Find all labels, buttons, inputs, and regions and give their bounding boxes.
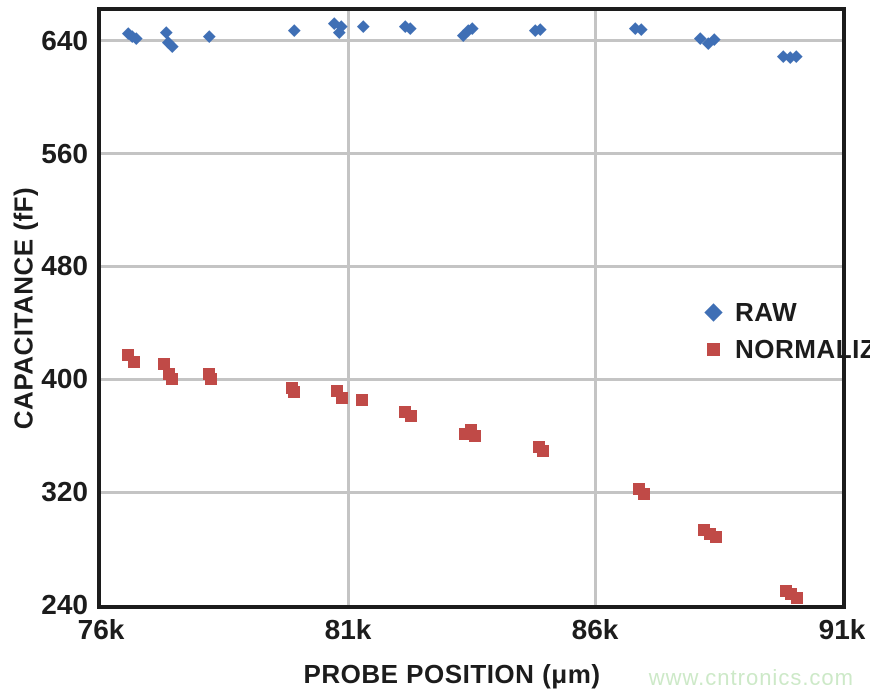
data-point-normalized xyxy=(790,591,803,604)
y-tick-label: 640 xyxy=(41,24,88,56)
data-point-normalized xyxy=(355,394,368,407)
gridline-horizontal xyxy=(101,264,842,268)
raw-diamond-icon xyxy=(704,302,723,322)
legend-label-raw: RAW xyxy=(735,296,798,327)
y-tick-label: 480 xyxy=(41,250,88,282)
data-point-raw xyxy=(288,24,301,37)
gridline-vertical xyxy=(346,11,350,605)
normalized-square-icon xyxy=(707,342,720,356)
y-tick-label: 400 xyxy=(41,363,88,395)
x-axis-title: PROBE POSITION (μm) xyxy=(303,659,601,689)
gridline-horizontal xyxy=(101,377,842,381)
data-point-normalized xyxy=(710,531,723,544)
plot-area: RAW NORMALIZED xyxy=(97,7,870,609)
data-point-normalized xyxy=(468,429,481,442)
x-tick-label: 76k xyxy=(77,614,125,645)
gridline-horizontal xyxy=(101,39,842,43)
gridline-horizontal xyxy=(101,490,842,494)
x-tick-label: 86k xyxy=(571,614,619,645)
data-point-normalized xyxy=(205,373,218,386)
gridline-vertical xyxy=(593,11,597,605)
data-point-normalized xyxy=(165,373,178,386)
watermark: www.cntronics.com xyxy=(648,665,854,690)
data-point-normalized xyxy=(637,487,650,500)
legend-label-normalized: NORMALIZED xyxy=(735,333,870,364)
legend-entry-raw: RAW xyxy=(704,296,870,327)
data-point-normalized xyxy=(405,409,418,422)
y-tick-label: 320 xyxy=(41,476,88,508)
data-point-normalized xyxy=(287,385,300,398)
x-tick-label: 91k xyxy=(818,614,866,645)
y-axis-title: CAPACITANCE (fF) xyxy=(8,186,39,430)
legend: RAW NORMALIZED xyxy=(704,296,870,364)
data-point-normalized xyxy=(158,357,171,370)
y-tick-label: 240 xyxy=(41,589,88,620)
data-point-raw xyxy=(356,20,369,33)
x-tick-label: 81k xyxy=(324,614,372,645)
legend-entry-normalized: NORMALIZED xyxy=(707,334,870,364)
data-point-normalized xyxy=(536,445,549,458)
gridline-horizontal xyxy=(101,152,842,155)
data-point-normalized xyxy=(128,356,141,369)
data-point-normalized xyxy=(336,391,349,404)
y-tick-label: 560 xyxy=(41,137,88,169)
